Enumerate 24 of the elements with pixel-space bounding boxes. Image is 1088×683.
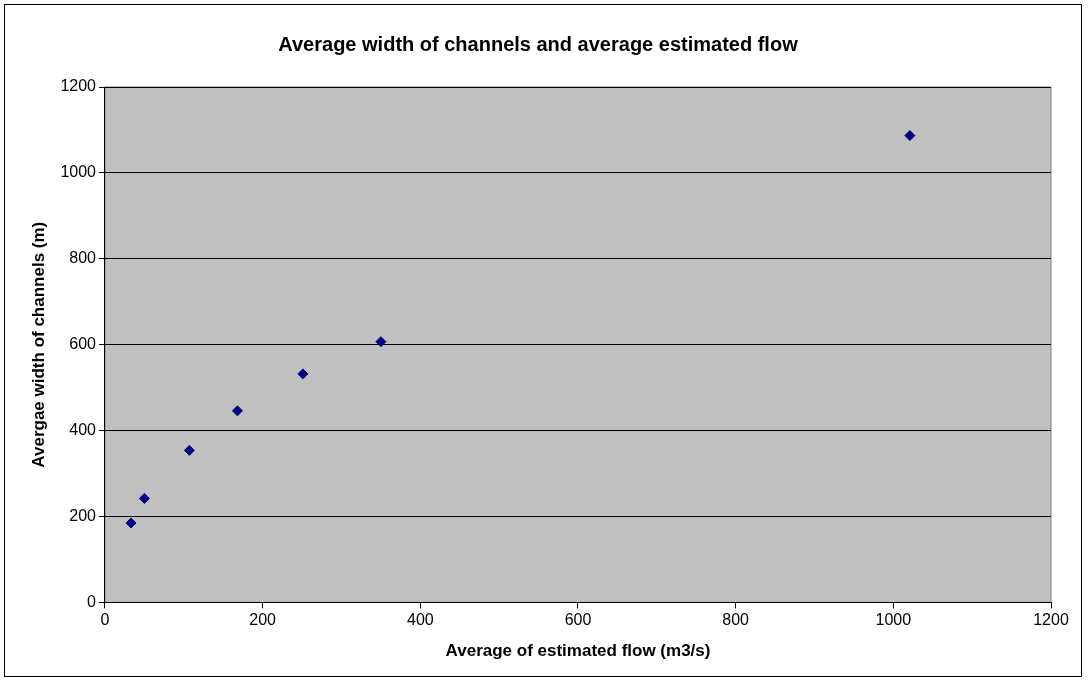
point (231, 405, 243, 417)
x-tick-label: 400 (406, 611, 434, 629)
x-tick-label: 0 (100, 611, 110, 629)
point (183, 444, 195, 456)
x-axis-title: Average of estimated flow (m3/s) (445, 641, 711, 661)
point (904, 130, 916, 142)
y-tick-label: 400 (69, 421, 97, 439)
x-tick-label: 200 (249, 611, 277, 629)
x-tick-label: 1200 (1033, 611, 1069, 629)
y-tick-label: 200 (69, 506, 97, 524)
x-tick-label: 800 (722, 611, 750, 629)
x-tick-label: 1000 (875, 611, 912, 629)
y-tick-label: 1200 (60, 77, 97, 95)
x-tick-label: 600 (564, 611, 592, 629)
y-tick-label: 800 (69, 249, 97, 267)
point (138, 492, 150, 504)
y-axis-title: Avergae width of channels (m) (28, 221, 48, 468)
point (375, 336, 387, 348)
point (297, 368, 309, 380)
point (125, 517, 137, 529)
chart-title: Average width of channels and average estimated flow (278, 32, 799, 55)
y-tick-label: 0 (87, 592, 97, 610)
y-tick-label: 1000 (60, 163, 97, 181)
y-tick-label: 600 (69, 335, 97, 353)
